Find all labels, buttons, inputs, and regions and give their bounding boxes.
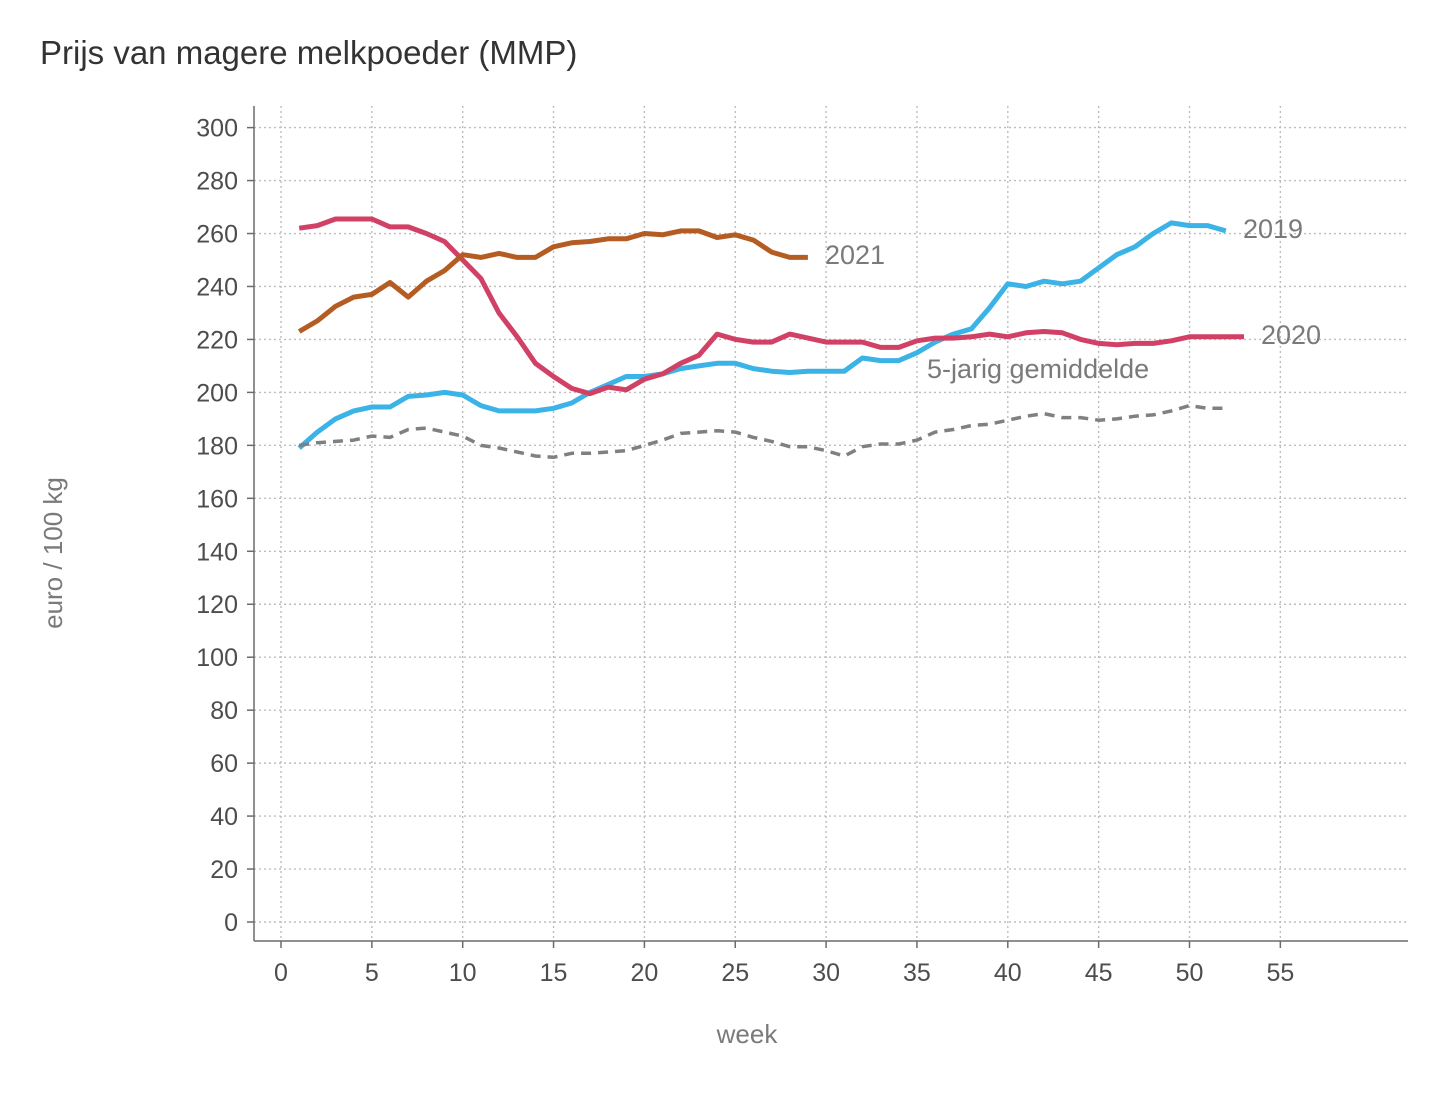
series bbox=[297, 216, 1244, 460]
x-axis-title: week bbox=[716, 1019, 779, 1049]
y-tick-label: 20 bbox=[210, 856, 238, 884]
y-tick-label: 60 bbox=[210, 750, 238, 778]
y-tick-label: 100 bbox=[196, 644, 238, 672]
series-line-2019 bbox=[297, 220, 1227, 450]
x-tick-label: 35 bbox=[903, 959, 931, 987]
y-tick-label: 0 bbox=[224, 909, 238, 937]
series-labels: 2019 2020 2021 5-jarig gemiddelde bbox=[825, 214, 1321, 384]
x-tick-label: 50 bbox=[1176, 959, 1204, 987]
y-tick-label: 200 bbox=[196, 379, 238, 407]
series-line-5-jarig-gemiddelde bbox=[298, 403, 1226, 460]
y-tick-label: 220 bbox=[196, 326, 238, 354]
x-tick-label: 30 bbox=[812, 959, 840, 987]
grid bbox=[254, 106, 1408, 941]
y-tick-label: 300 bbox=[196, 115, 238, 143]
x-tick-label: 40 bbox=[994, 959, 1022, 987]
y-tick-label: 160 bbox=[196, 485, 238, 513]
y-tick-label: 260 bbox=[196, 221, 238, 249]
series-label: 2019 bbox=[1243, 214, 1303, 244]
x-tick-label: 0 bbox=[274, 959, 288, 987]
y-tick-label: 40 bbox=[210, 803, 238, 831]
y-tick-label: 240 bbox=[196, 273, 238, 301]
x-tick-label: 20 bbox=[630, 959, 658, 987]
series-label: 2020 bbox=[1261, 320, 1321, 350]
y-tick-label: 280 bbox=[196, 168, 238, 196]
y-axis-title: euro / 100 kg bbox=[38, 477, 68, 629]
y-tick-label: 180 bbox=[196, 432, 238, 460]
x-tick-label: 15 bbox=[540, 959, 568, 987]
y-tick-label: 120 bbox=[196, 591, 238, 619]
series-line-2021 bbox=[297, 228, 808, 334]
axes: 0204060801001201401601802002202402602803… bbox=[196, 106, 1408, 987]
x-tick-label: 45 bbox=[1085, 959, 1113, 987]
series-line-2020 bbox=[298, 216, 1244, 397]
x-tick-label: 55 bbox=[1266, 959, 1294, 987]
x-tick-label: 5 bbox=[365, 959, 379, 987]
series-label: 2021 bbox=[825, 240, 885, 270]
y-tick-label: 140 bbox=[196, 538, 238, 566]
y-tick-label: 80 bbox=[210, 697, 238, 725]
chart-title: Prijs van magere melkpoeder (MMP) bbox=[40, 34, 578, 71]
series-label: 5-jarig gemiddelde bbox=[927, 354, 1149, 384]
x-tick-label: 25 bbox=[721, 959, 749, 987]
x-tick-label: 10 bbox=[449, 959, 477, 987]
